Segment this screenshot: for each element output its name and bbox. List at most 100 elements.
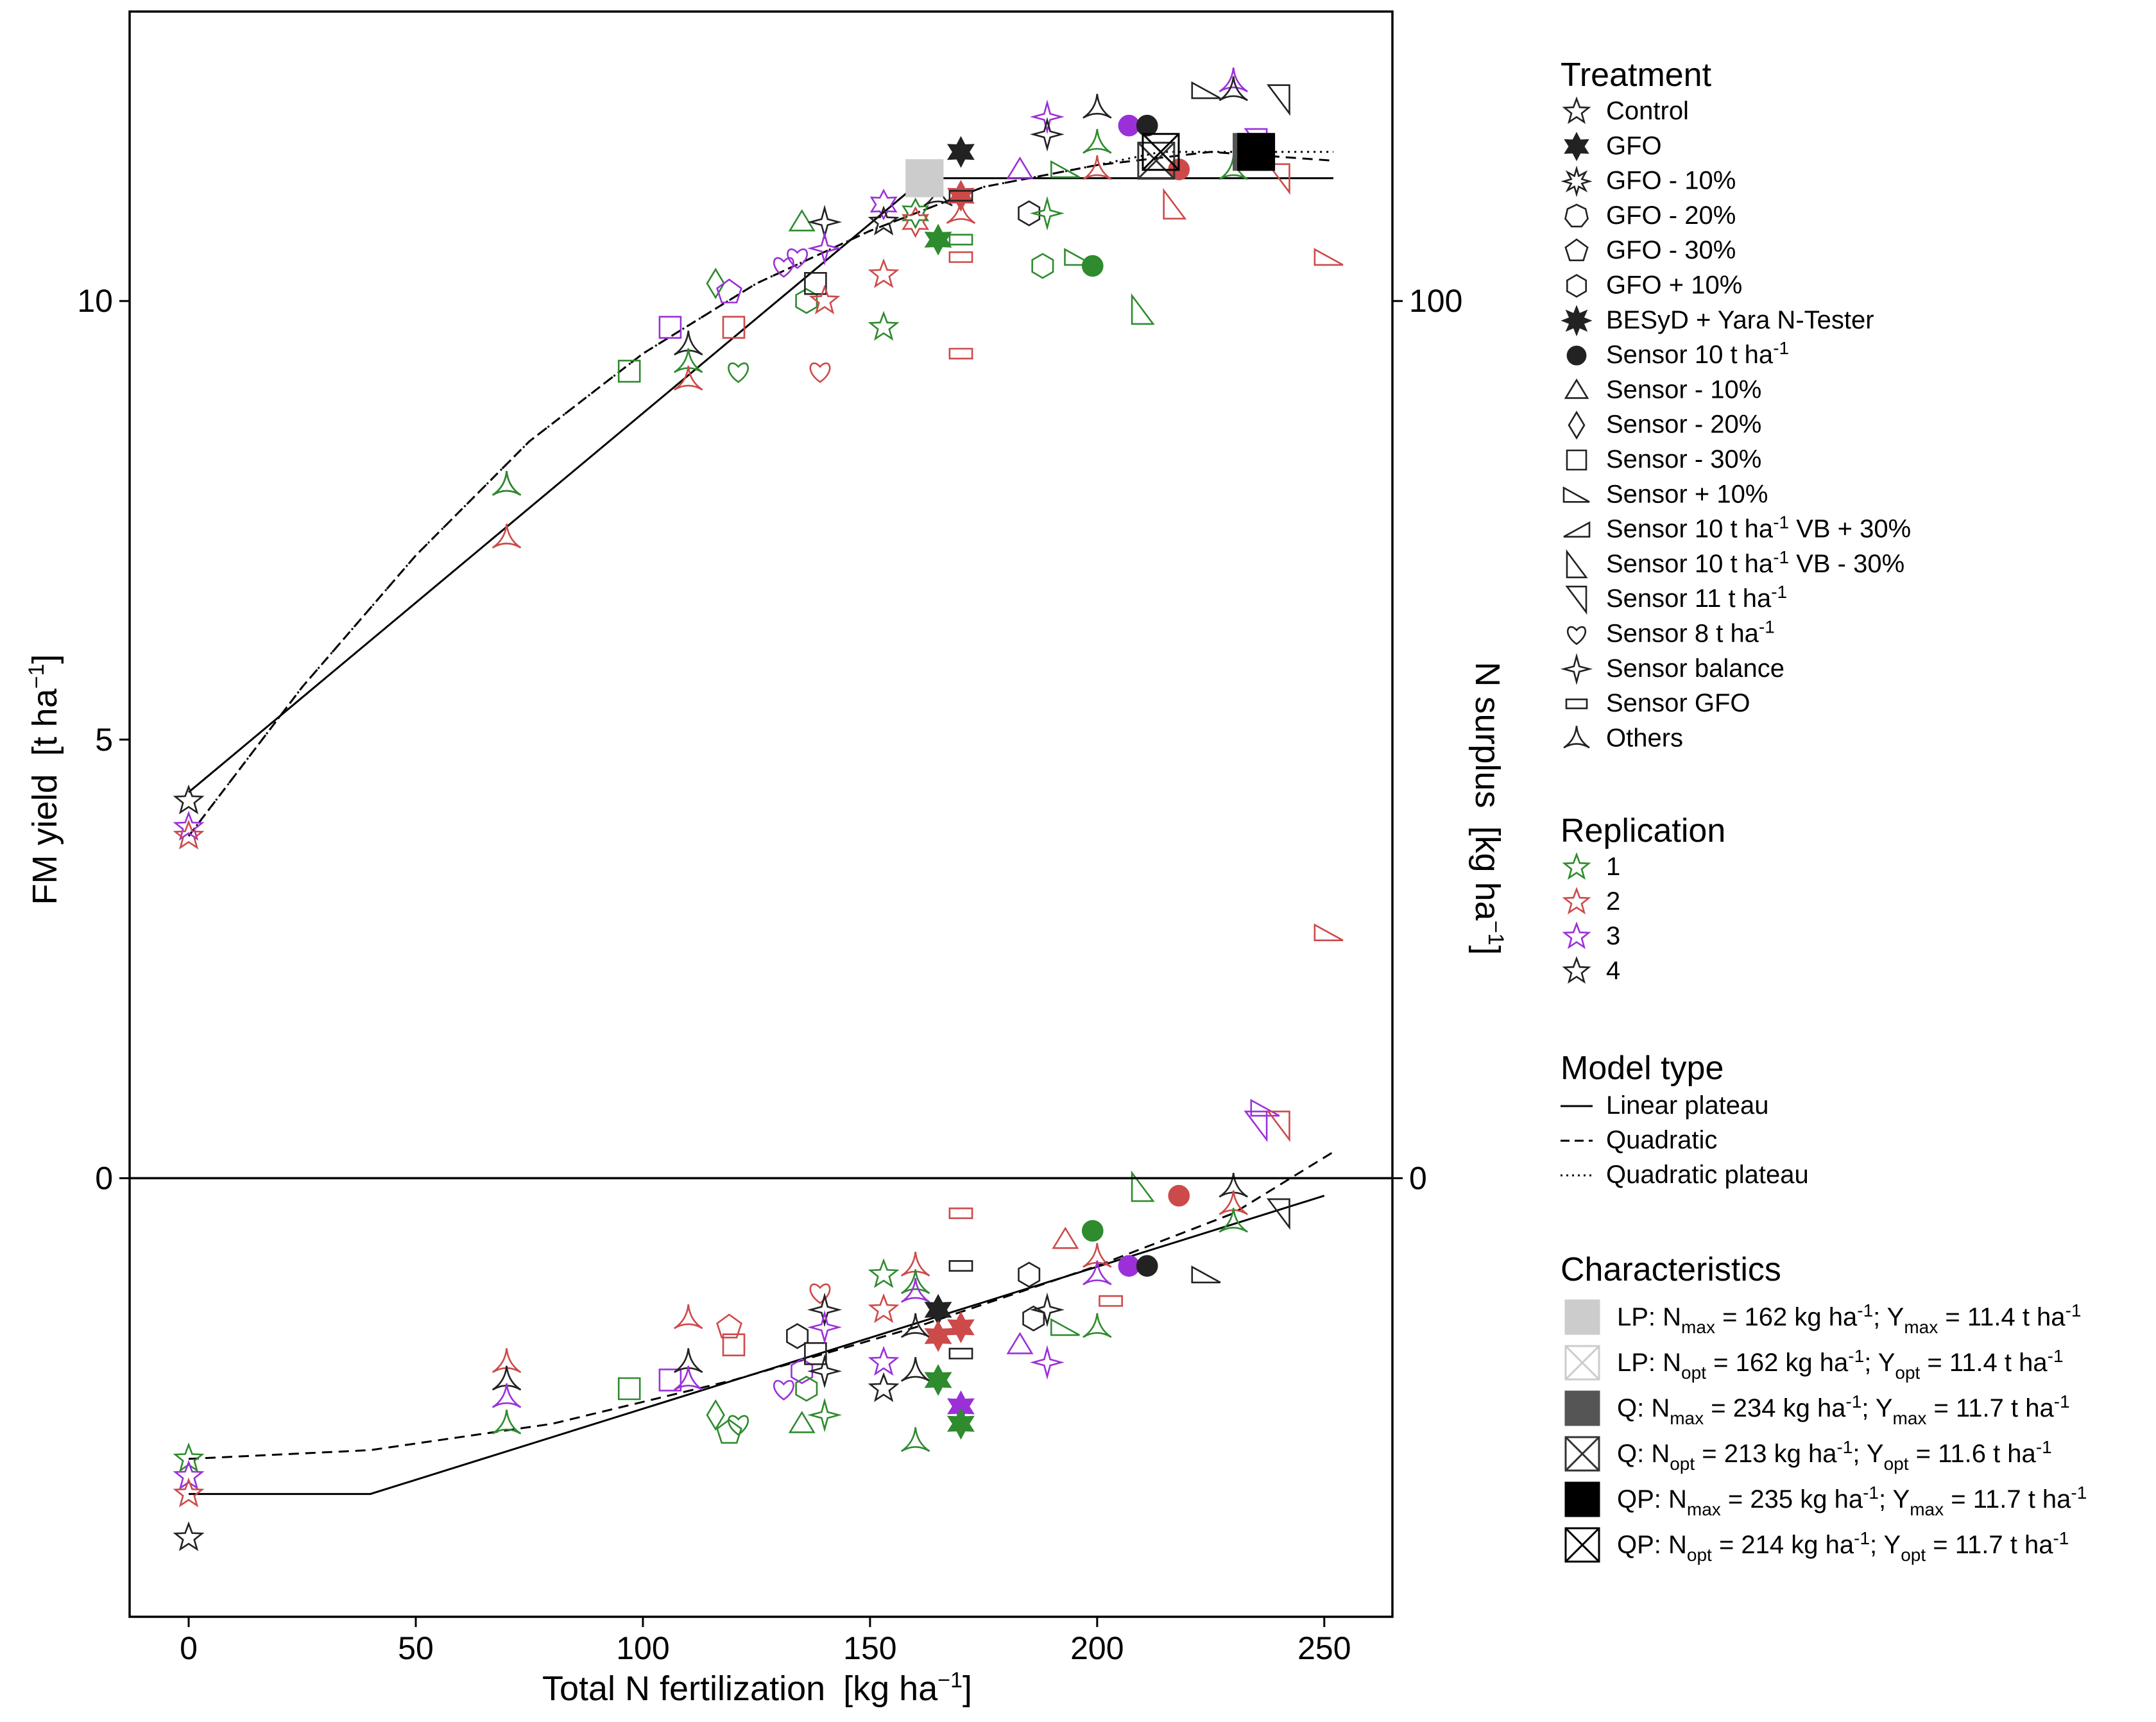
legend-characteristic-label: QP: Nopt = 214 kg ha-1; Yopt = 11.7 t ha… [1617,1528,2069,1565]
legend-label-text: Sensor 8 t ha [1606,620,1759,648]
legend-characteristic-label: QP: Nmax = 235 kg ha-1; Ymax = 11.7 t ha… [1617,1483,2087,1519]
legend-label-sup: -1 [1759,617,1775,637]
yield-point [706,268,725,300]
legend-char-part-m2: ; Y [1861,1394,1892,1422]
legend-char-key-qp_max [1564,1481,1600,1517]
surplus-point [807,1354,843,1389]
legend-replication-key [1562,956,1591,984]
y-left-axis-title: FM yield [t ha−1] [24,654,64,905]
x-axis-title: Total N fertilization [kg ha−1] [542,1668,972,1708]
surplus-point [1266,1111,1290,1143]
surplus-point [1030,1345,1065,1380]
legend-replication-label: 1 [1606,853,1620,881]
x-tick-label: 200 [1070,1630,1124,1666]
yield-point [1029,196,1065,231]
surplus-point [1050,1318,1080,1336]
yield-point [1082,128,1112,154]
legend-sbal-key [1560,652,1593,685]
surplus-point [900,1269,930,1294]
legend-label-text: GFO [1606,132,1662,160]
yield-point [1050,160,1080,178]
yield-point [1163,187,1187,220]
x-axis-title-text: Total N fertilization [542,1669,825,1708]
yield-point [1031,253,1054,279]
legend-treatment-label: GFO + 10% [1606,271,1742,300]
legend-circlef-key [1566,345,1587,366]
surplus-point [1082,1260,1112,1286]
surplus-point [868,1258,900,1288]
yield-point [1219,67,1248,92]
legend-treatment-label: Sensor 10 t ha-1 VB - 30% [1606,547,1904,578]
legend-char-key-q_max [1564,1390,1600,1426]
surplus-point [1266,1198,1290,1230]
legend-model-label: Quadratic plateau [1606,1161,1809,1189]
legend-char-part-m3: = 11.7 t ha [1926,1394,2054,1422]
surplus-point [173,1460,205,1490]
optimum-marker-qp_max [1237,133,1276,171]
legend-label-text: Others [1606,724,1683,752]
surplus-point [728,1415,749,1436]
surplus-point [791,1358,814,1385]
legend-label-text: GFO - 10% [1606,167,1736,195]
yield-point [1064,248,1094,266]
surplus-point [1118,1255,1140,1277]
surplus-point [1018,1261,1041,1288]
legend-label-tail: VB + 30% [1789,515,1911,543]
y-left-axis-unit-sup: −1 [24,664,49,689]
surplus-point [1191,1265,1221,1284]
legend-treatment-label: Sensor - 10% [1606,375,1761,404]
optimum-marker-q_opt-cross [1137,142,1175,180]
legend-char-part-s1: max [1681,1317,1715,1337]
yield-point [809,362,831,383]
legend-treatment-label: Control [1606,97,1689,125]
surplus-point [173,1521,205,1551]
yield-point [1030,117,1065,152]
surplus-point [900,1427,930,1453]
surplus-point [946,1408,975,1440]
surplus-point [868,1293,900,1324]
legend-char-part-m3: = 11.7 t ha [1926,1531,2053,1559]
surplus-point [1244,1111,1268,1143]
legend-others-key [1563,726,1590,749]
legend-label-text: Sensor - 20% [1606,411,1761,439]
y-right-tick-label: 0 [1409,1160,1427,1196]
surplus-point [807,1292,843,1327]
surplus-point [673,1304,703,1329]
legend-replication-label: 2 [1606,887,1620,916]
legend-char-part-m2: ; Y [1873,1303,1904,1331]
yield-point [728,362,749,383]
surplus-point [673,1365,703,1391]
yield-point [1006,156,1034,179]
y-left-tick-label: 0 [95,1160,113,1196]
x-tick-label: 150 [843,1630,896,1666]
legend-char-part-m2: ; Y [1879,1485,1910,1513]
surplus-point [173,1477,205,1508]
legend-char-key-lp_max [1564,1299,1600,1335]
legend-char-part-pre: Q: N [1617,1440,1670,1468]
yield-point [902,206,930,238]
legend-char-key-q_opt [1564,1436,1600,1472]
surplus-point [1250,1098,1280,1117]
legend-label-text: Sensor balance [1606,654,1784,683]
y-right-axis-unit: [kg ha [1468,826,1507,921]
legend-star6f-key [1564,132,1589,162]
legend-char-key-qp_opt-cross [1564,1527,1600,1563]
legend-treatment-label: Sensor 8 t ha-1 [1606,617,1775,648]
legend-model-label: Linear plateau [1606,1091,1769,1120]
legend-treatment-label: Sensor GFO [1606,689,1750,717]
legend-char-part-s2: max [1910,1499,1944,1519]
yield-point [773,257,794,278]
legend-label-sup: -1 [1773,513,1789,533]
surplus-point [1029,1292,1065,1327]
plot-frame [128,10,1394,1618]
legend-characteristic-label: LP: Nopt = 162 kg ha-1; Yopt = 11.4 t ha… [1617,1346,2064,1383]
legend-square-key [1566,449,1587,471]
surplus-point [868,1345,900,1376]
surplus-point [1136,1255,1158,1277]
surplus-point [773,1379,794,1401]
surplus-point [173,1442,205,1472]
legend-char-part-m1: = 214 kg ha [1712,1531,1854,1559]
surplus-point [900,1313,930,1338]
yield-point [1136,114,1158,137]
legend-hexagon-key [1566,273,1587,298]
